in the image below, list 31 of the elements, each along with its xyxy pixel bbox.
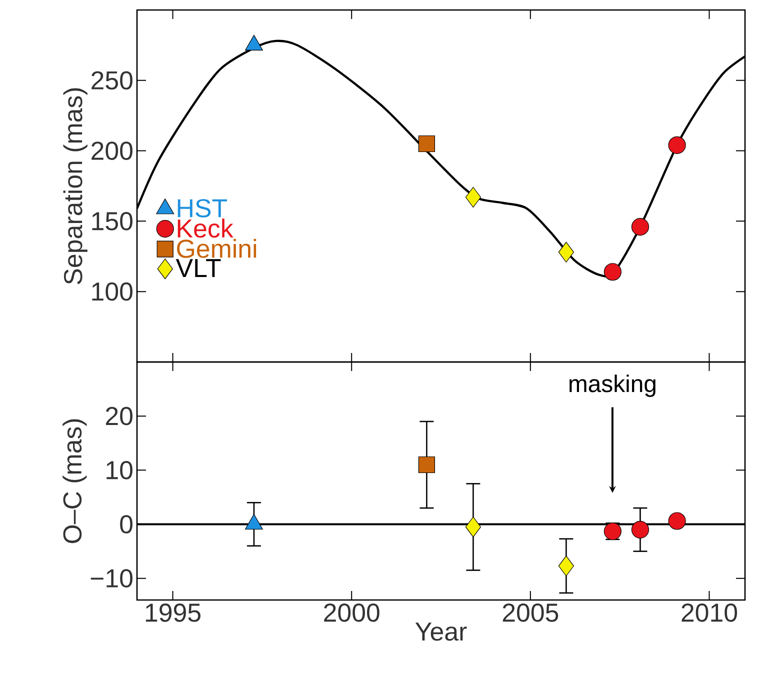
legend-label: HST	[178, 199, 227, 218]
point	[668, 136, 686, 154]
legend-label: VLT	[176, 259, 221, 277]
point	[418, 135, 436, 152]
x-tick-label: 2010	[682, 603, 738, 622]
y-tick-label: 100	[92, 282, 132, 301]
legend-label: Keck	[178, 218, 234, 238]
y-tick-label: 200	[92, 142, 132, 160]
point	[465, 186, 481, 208]
legend-label: Gemini	[177, 238, 256, 258]
point	[418, 456, 435, 474]
y-tick-label: 10	[106, 460, 132, 480]
point	[465, 516, 481, 538]
y-tick-label: 20	[106, 406, 132, 426]
y-tick-label: 0	[120, 515, 132, 534]
y-tick-label: −10	[90, 569, 132, 588]
y-tick-label: 250	[92, 71, 132, 90]
x-tick-label: 2005	[502, 603, 558, 622]
x-axis-title: Year	[415, 622, 467, 641]
x-tick-label: 2000	[324, 603, 380, 622]
point	[631, 218, 650, 236]
x-tick-label: 1995	[146, 603, 200, 622]
annotation: masking	[570, 374, 656, 397]
y-tick-label: 150	[92, 212, 132, 230]
point	[558, 556, 574, 576]
y-axis-title: O–C (mas)	[62, 419, 87, 544]
point	[631, 520, 650, 538]
point	[604, 263, 622, 281]
point	[558, 242, 574, 262]
point	[668, 512, 686, 530]
y-axis-title: Separation (mas)	[63, 88, 88, 284]
